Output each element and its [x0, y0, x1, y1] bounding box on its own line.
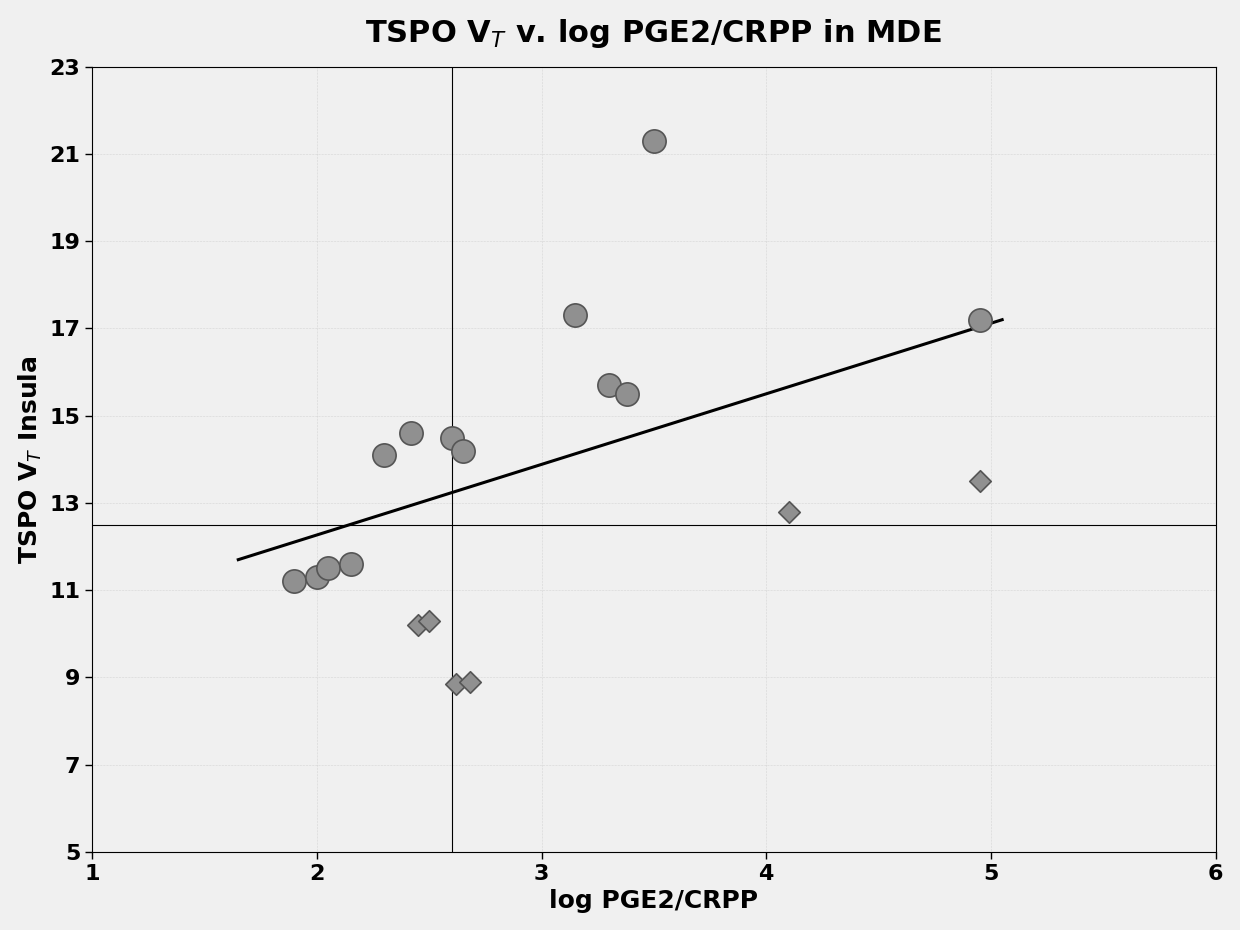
Point	[284, 574, 304, 589]
Point	[341, 556, 361, 571]
Point	[441, 430, 461, 445]
Point	[460, 674, 480, 689]
Point	[408, 618, 428, 632]
Point	[402, 426, 422, 441]
Point	[446, 676, 466, 691]
Point	[970, 473, 990, 488]
Point	[319, 561, 339, 576]
Point	[374, 447, 394, 462]
X-axis label: log PGE2/CRPP: log PGE2/CRPP	[549, 889, 759, 913]
Point	[599, 378, 619, 392]
Point	[419, 613, 439, 628]
Point	[565, 308, 585, 323]
Point	[308, 570, 327, 585]
Point	[644, 133, 663, 148]
Point	[618, 387, 637, 402]
Point	[970, 312, 990, 327]
Point	[453, 444, 472, 458]
Point	[779, 504, 799, 519]
Title: TSPO V$_T$ v. log PGE2/CRPP in MDE: TSPO V$_T$ v. log PGE2/CRPP in MDE	[366, 17, 942, 49]
Y-axis label: TSPO V$_T$ Insula: TSPO V$_T$ Insula	[16, 355, 43, 564]
